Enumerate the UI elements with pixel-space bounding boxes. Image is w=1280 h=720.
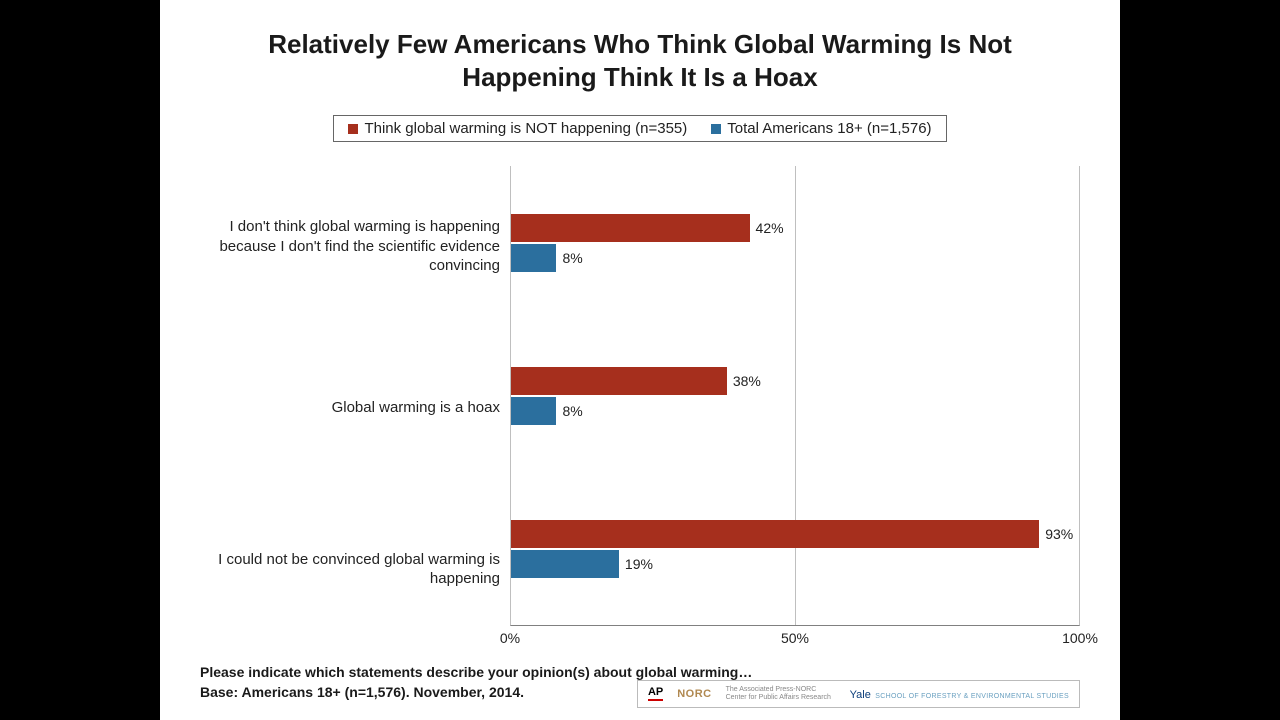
legend-swatch-1 — [711, 124, 721, 134]
y-axis-labels: I don't think global warming is happenin… — [200, 166, 510, 650]
chart-title: Relatively Few Americans Who Think Globa… — [200, 28, 1080, 93]
bar-value-0-0: 42% — [756, 220, 784, 236]
yale-logo-group: Yale SCHOOL OF FORESTRY & ENVIRONMENTAL … — [850, 685, 1069, 703]
x-tick-50: 50% — [781, 630, 809, 646]
bar-group-2: 93% 19% — [511, 472, 1079, 625]
bar-group-0: 42% 8% — [511, 166, 1079, 319]
y-label-0: I don't think global warming is happenin… — [200, 166, 510, 327]
legend-item-series-0: Think global warming is NOT happening (n… — [348, 120, 687, 137]
bar-1-0 — [511, 367, 727, 395]
logo-strip: AP NORC The Associated Press-NORC Center… — [637, 680, 1080, 708]
bar-0-1 — [511, 244, 556, 272]
x-tick-0: 0% — [500, 630, 520, 646]
bar-row-1-0: 38% — [511, 367, 1079, 395]
bar-0-0 — [511, 214, 750, 242]
yale-logo: Yale — [850, 689, 871, 701]
plot-area: 42% 8% 38% 8% — [510, 166, 1080, 626]
bar-2-0 — [511, 520, 1039, 548]
center-logo: The Associated Press-NORC Center for Pub… — [726, 686, 836, 701]
bar-row-1-1: 8% — [511, 397, 1079, 425]
bar-row-0-0: 42% — [511, 214, 1079, 242]
bar-1-1 — [511, 397, 556, 425]
legend: Think global warming is NOT happening (n… — [333, 115, 946, 142]
x-axis: 0% 50% 100% — [510, 626, 1080, 650]
bar-row-2-1: 19% — [511, 550, 1079, 578]
bar-row-2-0: 93% — [511, 520, 1079, 548]
plot-wrap: 42% 8% 38% 8% — [510, 166, 1080, 650]
legend-label-1: Total Americans 18+ (n=1,576) — [727, 120, 931, 137]
legend-item-series-1: Total Americans 18+ (n=1,576) — [711, 120, 931, 137]
bar-value-1-1: 8% — [562, 403, 582, 419]
yale-school-label: SCHOOL OF FORESTRY & ENVIRONMENTAL STUDI… — [875, 693, 1069, 700]
bar-2-1 — [511, 550, 619, 578]
legend-swatch-0 — [348, 124, 358, 134]
y-label-2: I could not be convinced global warming … — [200, 489, 510, 650]
bar-value-1-0: 38% — [733, 373, 761, 389]
bar-group-1: 38% 8% — [511, 319, 1079, 472]
bar-value-0-1: 8% — [562, 250, 582, 266]
legend-label-0: Think global warming is NOT happening (n… — [364, 120, 687, 137]
bar-value-2-0: 93% — [1045, 526, 1073, 542]
footer: Please indicate which statements describ… — [200, 664, 1080, 708]
page: Relatively Few Americans Who Think Globa… — [160, 0, 1120, 720]
y-label-1: Global warming is a hoax — [200, 327, 510, 488]
chart-area: I don't think global warming is happenin… — [200, 166, 1080, 650]
bar-value-2-1: 19% — [625, 556, 653, 572]
ap-logo: AP — [648, 687, 663, 701]
bar-row-0-1: 8% — [511, 244, 1079, 272]
norc-logo: NORC — [677, 688, 711, 700]
x-tick-100: 100% — [1062, 630, 1098, 646]
footer-question: Please indicate which statements describ… — [200, 664, 1080, 680]
